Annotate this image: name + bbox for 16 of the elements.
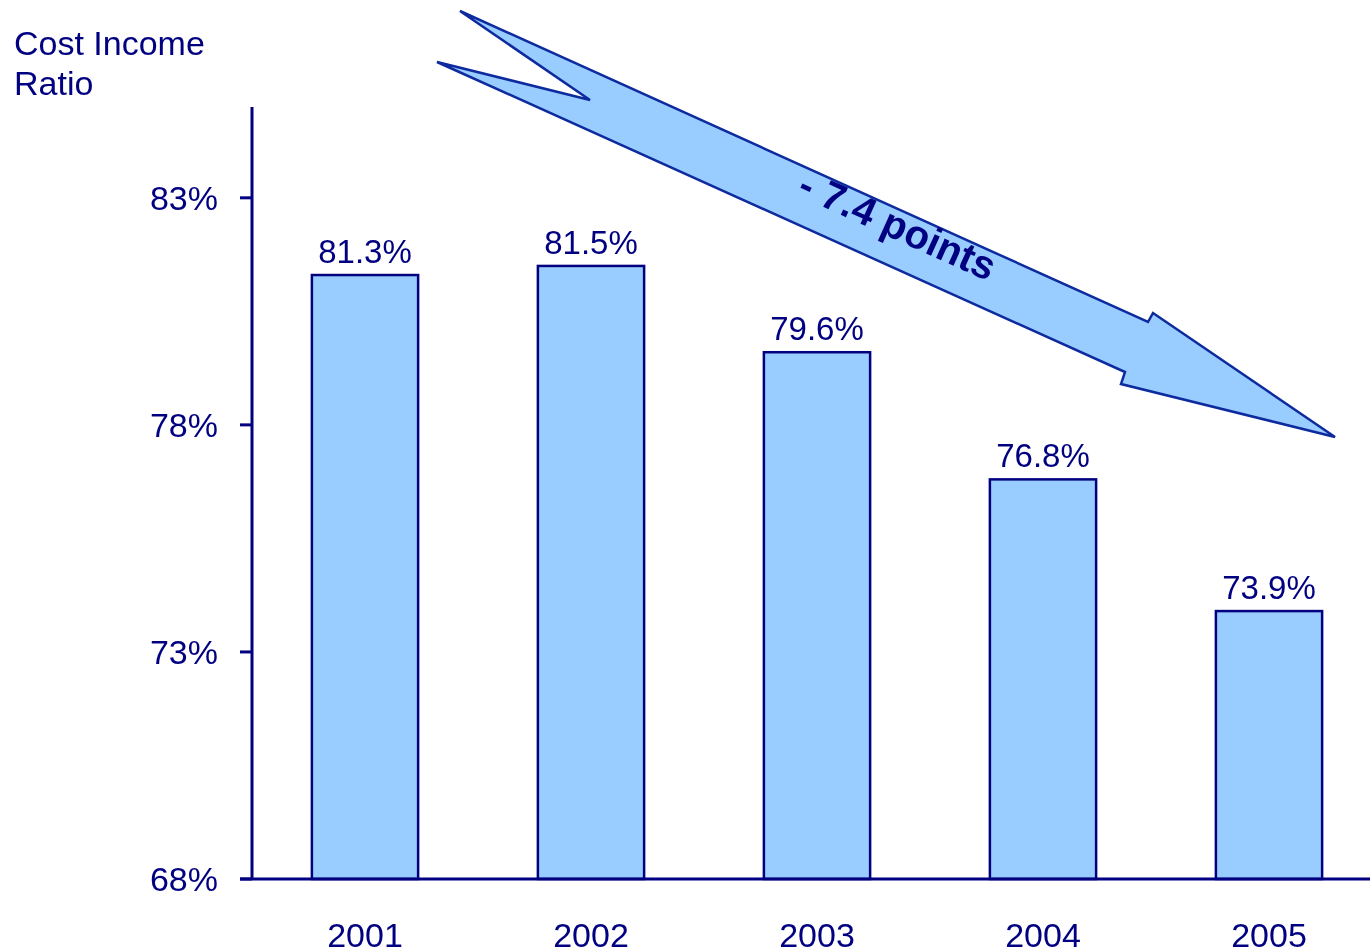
x-tick-label: 2001 [327, 915, 403, 950]
x-tick-label: 2005 [1231, 915, 1307, 950]
y-tick-label: 78% [149, 405, 218, 444]
data-label: 79.6% [770, 310, 864, 348]
y-tick-label: 68% [149, 859, 218, 898]
y-tick-label: 83% [149, 178, 218, 217]
data-label: 73.9% [1222, 569, 1316, 607]
data-label: 81.5% [544, 223, 638, 261]
data-label: 76.8% [996, 437, 1090, 475]
y-tick-label: 73% [149, 632, 218, 671]
y-axis-title: Cost Income Ratio [14, 24, 205, 102]
x-tick-label: 2003 [779, 915, 855, 950]
x-tick-label: 2002 [553, 915, 629, 950]
annotation: - 7.4 points [792, 161, 1004, 289]
data-label: 81.3% [318, 233, 412, 271]
x-tick-label: 2004 [1005, 915, 1081, 950]
